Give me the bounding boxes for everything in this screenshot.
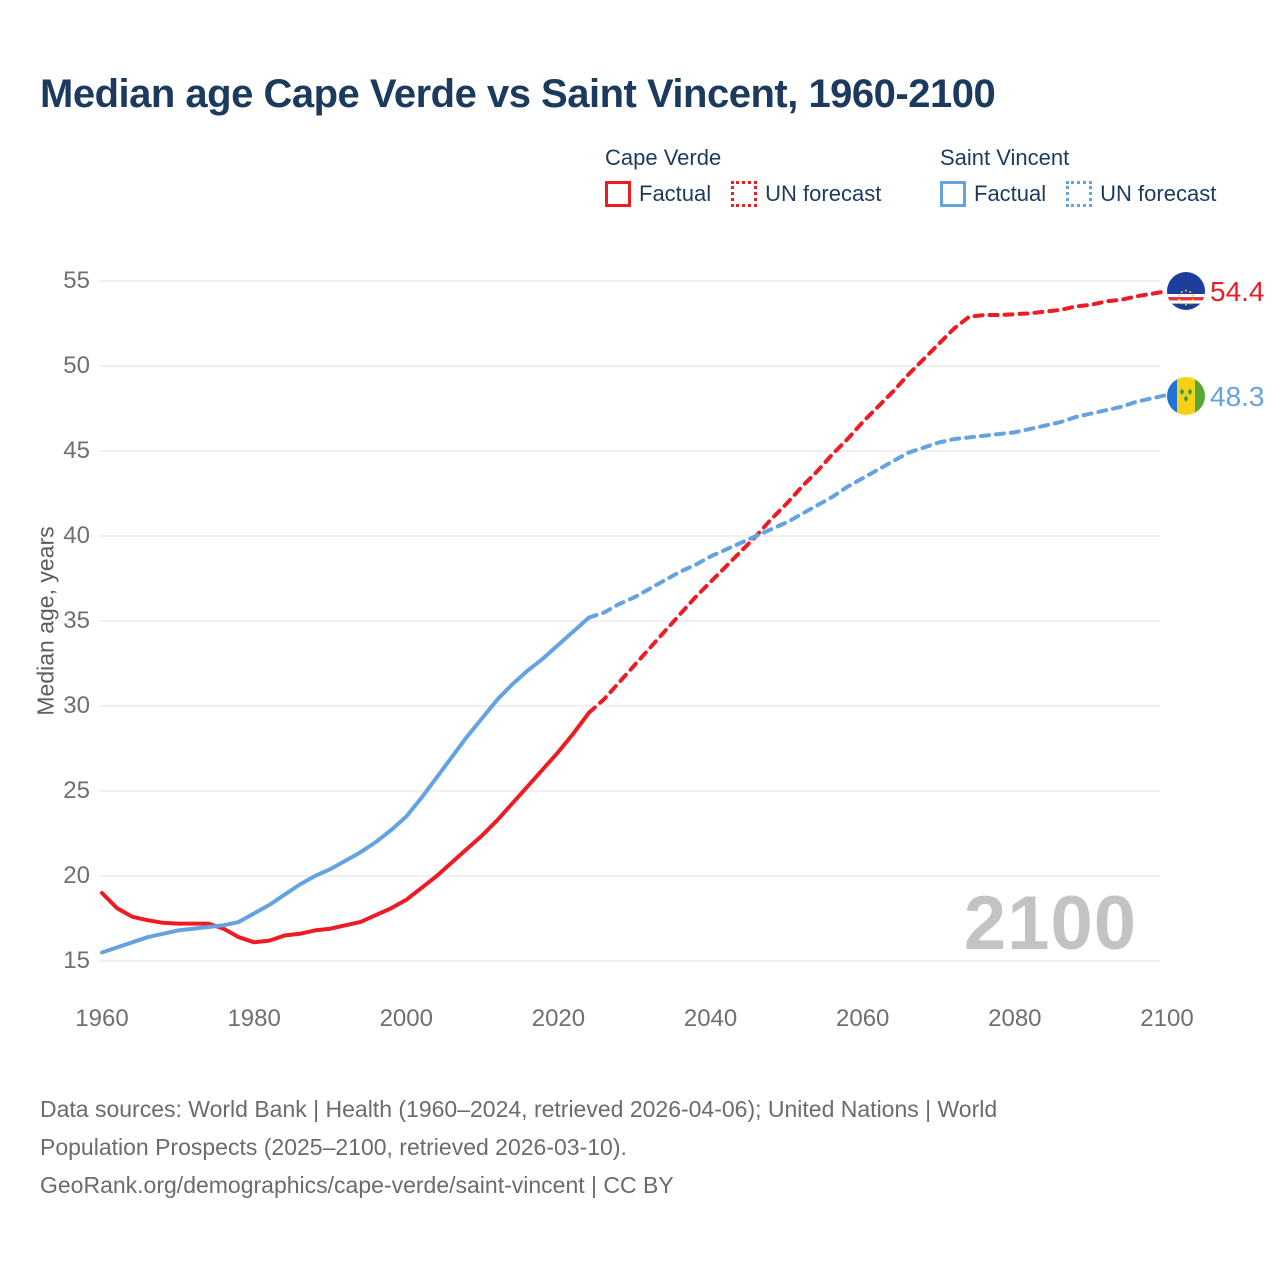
legend-row-saint-vincent: Factual UN forecast xyxy=(940,181,1216,207)
y-tick-label: 50 xyxy=(63,352,90,379)
line-chart-plot xyxy=(100,280,1169,962)
legend-label-cape-verde-forecast[interactable]: UN forecast xyxy=(765,181,882,206)
footer-attribution: Data sources: World Bank | Health (1960–… xyxy=(40,1090,997,1204)
series-cape-verde-un-forecast xyxy=(586,289,1169,715)
saint-vincent-end-value: 48.3 xyxy=(1210,381,1265,412)
y-tick-label: 45 xyxy=(63,437,90,464)
saint-vincent-flag-icon xyxy=(1167,377,1205,415)
watermark-year: 2100 xyxy=(963,881,1137,966)
series-cape-verde-factual xyxy=(100,710,591,945)
y-tick-label: 30 xyxy=(63,692,90,719)
series-saint-vincent-factual xyxy=(100,615,591,955)
y-tick-label: 25 xyxy=(63,777,90,804)
page-title: Median age Cape Verde vs Saint Vincent, … xyxy=(40,72,996,116)
x-tick-label: 2060 xyxy=(836,1005,890,1032)
footer-line-3[interactable]: GeoRank.org/demographics/cape-verde/sain… xyxy=(40,1172,674,1198)
legend-label-cape-verde-factual[interactable]: Factual xyxy=(639,181,712,206)
legend-group-saint-vincent: Saint Vincent Factual UN forecast xyxy=(940,145,1216,207)
x-tick-label: 2080 xyxy=(988,1005,1042,1032)
legend-label-saint-vincent-factual[interactable]: Factual xyxy=(974,181,1047,206)
saint-vincent-forecast-swatch-icon[interactable] xyxy=(1066,181,1093,207)
legend-label-saint-vincent-forecast[interactable]: UN forecast xyxy=(1100,181,1217,206)
y-tick-label: 35 xyxy=(63,607,90,634)
x-tick-label: 2100 xyxy=(1140,1005,1194,1032)
x-tick-label: 2000 xyxy=(379,1005,433,1032)
x-tick-label: 2020 xyxy=(531,1005,586,1032)
x-tick-label: 2040 xyxy=(683,1005,738,1032)
series-saint-vincent-un-forecast xyxy=(586,392,1169,620)
cape-verde-forecast-swatch-icon[interactable] xyxy=(731,181,758,207)
y-tick-label: 40 xyxy=(63,522,90,549)
legend-group-cape-verde: Cape Verde Factual UN forecast xyxy=(605,145,881,207)
footer-line-1: Data sources: World Bank | Health (1960–… xyxy=(40,1096,998,1122)
cape-verde-factual-swatch-icon[interactable] xyxy=(605,181,631,207)
saint-vincent-factual-swatch-icon[interactable] xyxy=(940,181,966,207)
y-tick-label: 20 xyxy=(63,862,90,889)
cape-verde-end-value: 54.4 xyxy=(1210,276,1265,307)
y-tick-label: 15 xyxy=(63,947,90,974)
cape-verde-flag-icon xyxy=(1167,272,1205,310)
legend-country-saint-vincent: Saint Vincent xyxy=(940,145,1070,170)
x-tick-label: 1960 xyxy=(75,1005,129,1032)
footer-line-2: Population Prospects (2025–2100, retriev… xyxy=(40,1134,627,1160)
y-tick-label: 55 xyxy=(63,267,90,294)
legend-country-cape-verde: Cape Verde xyxy=(605,145,722,170)
x-tick-label: 1980 xyxy=(227,1005,281,1032)
legend-row-cape-verde: Factual UN forecast xyxy=(605,181,881,207)
